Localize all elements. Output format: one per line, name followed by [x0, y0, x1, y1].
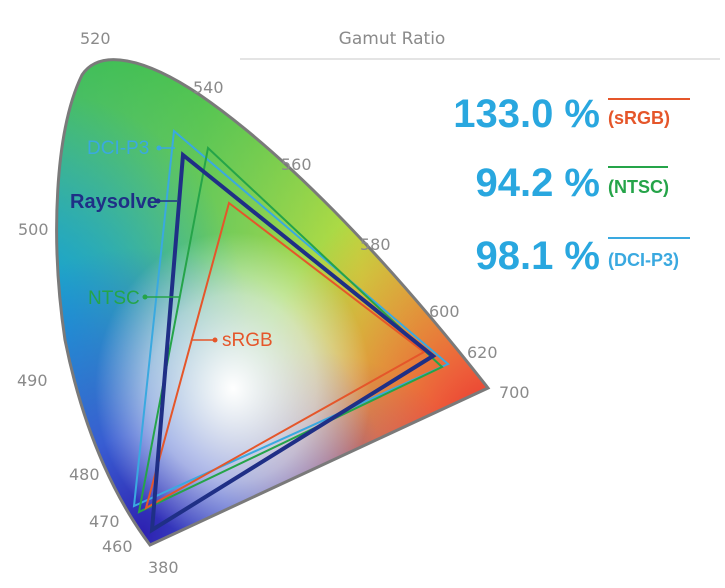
ratio-row-dcip3: 98.1 % (DCI-P3)	[475, 234, 690, 278]
dcip3-label: DCI-P3	[87, 138, 149, 159]
ratio-value: 98.1 %	[475, 234, 600, 278]
raysolve-label: Raysolve	[70, 191, 158, 213]
dcip3-triangle	[132, 129, 450, 508]
wavelength-label: 600	[429, 302, 460, 321]
wavelength-label: 470	[89, 512, 120, 531]
ntsc-triangle	[137, 146, 444, 514]
wavelength-label: 520	[80, 29, 111, 48]
ratio-value: 133.0 %	[453, 92, 600, 136]
srgb-triangle	[144, 201, 426, 511]
header-title: Gamut Ratio	[339, 29, 446, 49]
raysolve-dot	[155, 198, 161, 204]
wavelength-label: 500	[18, 220, 49, 239]
ntsc-dot	[142, 294, 148, 300]
srgb-dot	[212, 337, 218, 343]
wavelength-label: 480	[69, 465, 100, 484]
ratio-row-srgb: 133.0 % (sRGB)	[453, 92, 690, 136]
dcip3-dot	[156, 145, 162, 151]
wavelength-label: 580	[360, 235, 391, 254]
locus-outline	[55, 58, 491, 547]
ntsc-label: NTSC	[88, 288, 140, 309]
raysolve-triangle	[149, 151, 437, 534]
ratio-standard: (sRGB)	[608, 108, 670, 128]
ratio-standard: (DCI-P3)	[608, 250, 679, 270]
ratio-value: 94.2 %	[475, 161, 600, 205]
wavelength-label: 700	[499, 383, 530, 402]
wavelength-label: 620	[467, 343, 498, 362]
wavelength-label: 540	[193, 78, 224, 97]
wavelength-label: 490	[17, 371, 48, 390]
srgb-label: sRGB	[222, 330, 273, 351]
wavelength-label: 560	[281, 155, 312, 174]
ratio-standard: (NTSC)	[608, 177, 669, 197]
ratio-row-ntsc: 94.2 % (NTSC)	[475, 161, 669, 205]
wavelength-label: 460	[102, 537, 133, 556]
wavelength-label: 380	[148, 558, 179, 577]
